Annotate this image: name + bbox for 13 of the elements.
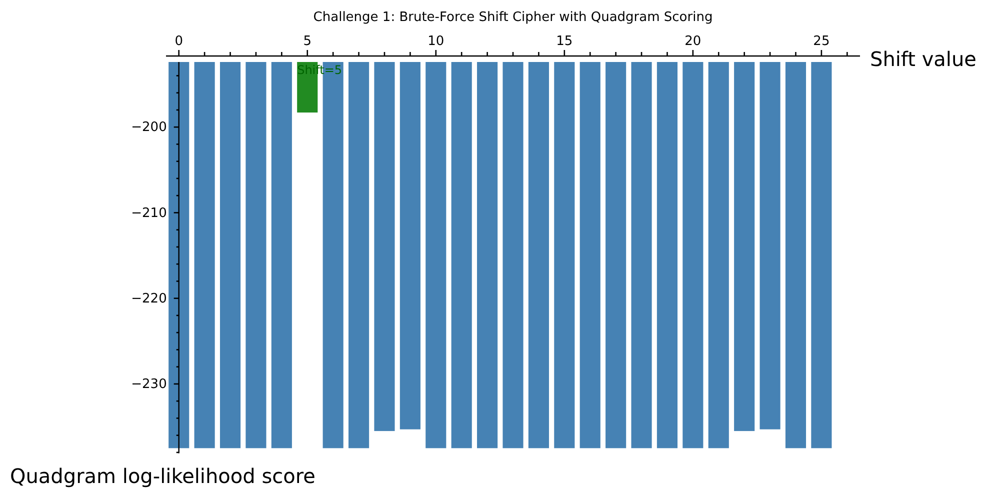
y-tick-label: −200 xyxy=(131,120,167,136)
x-tick-label: 0 xyxy=(174,34,183,49)
x-tick-label: 20 xyxy=(684,34,702,49)
x-tick-label: 15 xyxy=(556,34,573,49)
x-axis-title: Shift value xyxy=(870,47,976,71)
x-tick-label: 25 xyxy=(813,34,830,49)
y-tick-label: −220 xyxy=(131,291,167,306)
y-tick-label: −230 xyxy=(131,377,167,392)
chart-title: Challenge 1: Brute-Force Shift Cipher with Quadgram Scoring xyxy=(313,10,713,25)
y-axis-title: Quadgram log-likelihood score xyxy=(10,464,316,488)
y-tick-label: −210 xyxy=(131,206,167,221)
x-tick-label: 10 xyxy=(428,34,444,49)
x-tick-label: 5 xyxy=(303,34,312,49)
